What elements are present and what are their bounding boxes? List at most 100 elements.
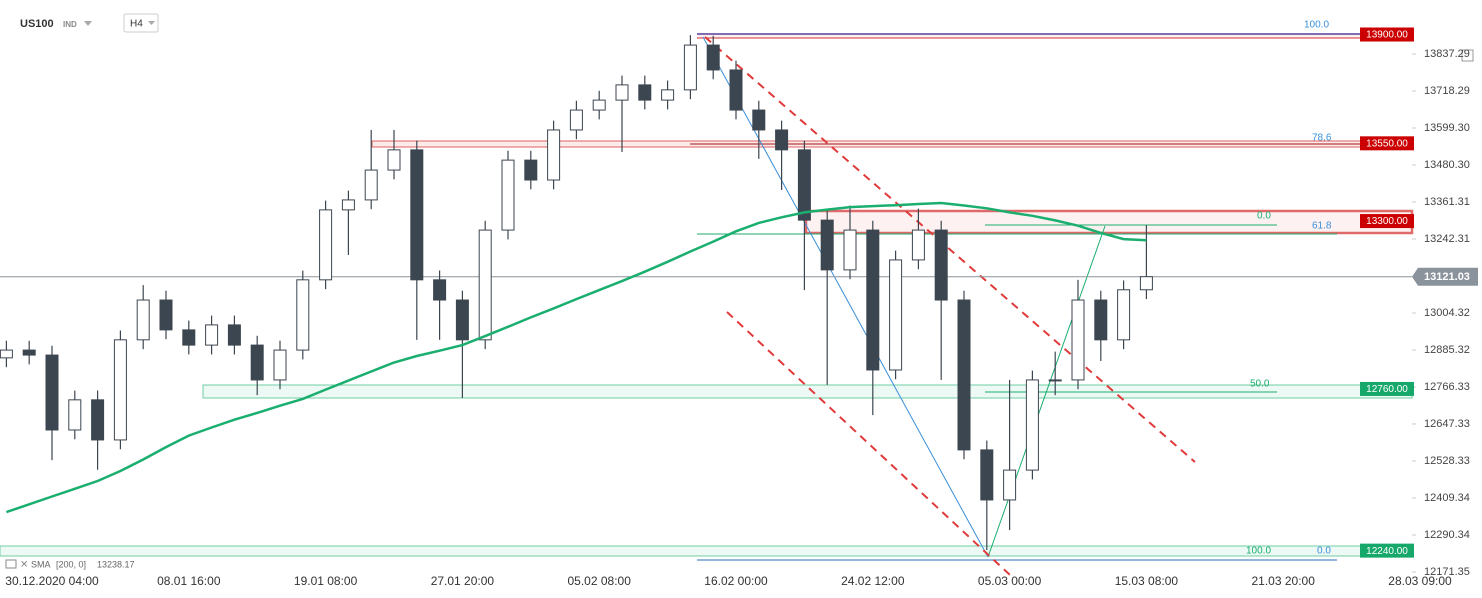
y-tick-label: 12766.33	[1424, 381, 1470, 393]
last-price-box	[1412, 267, 1478, 286]
candle-body	[136, 299, 150, 341]
candle-body	[410, 149, 424, 281]
candle-body	[319, 209, 333, 281]
legend-close[interactable]: ✕	[20, 560, 28, 571]
candle-body	[478, 229, 492, 341]
candle-body	[638, 84, 652, 101]
y-tick-label: 12647.33	[1424, 418, 1470, 430]
candle-body	[1048, 379, 1062, 382]
x-tick-label: 05.02 08:00	[567, 574, 631, 588]
candle-body	[547, 129, 561, 181]
fib-label: 0.0	[1257, 211, 1271, 222]
y-tick-label: 12171.35	[1424, 566, 1470, 578]
x-tick-label: 27.01 20:00	[431, 574, 495, 588]
level-label-box	[1360, 381, 1414, 396]
candle-body	[0, 349, 13, 359]
x-tick-label: 30.12.2020 04:00	[5, 574, 99, 588]
candle-body	[387, 149, 401, 171]
candle-body	[227, 324, 241, 346]
y-tick-label: 13837.29	[1424, 48, 1470, 60]
x-tick-label: 21.03 20:00	[1251, 574, 1315, 588]
candle-body	[364, 169, 378, 201]
candle-body	[1094, 299, 1108, 341]
candle-body	[661, 89, 675, 101]
candle-body	[911, 229, 925, 261]
fib-label: 100.0	[1246, 546, 1271, 557]
candle-body	[182, 329, 196, 346]
level-label-box	[1360, 543, 1414, 558]
legend-value: 13238.17	[97, 559, 135, 569]
candle-body	[615, 84, 629, 101]
candle-body	[866, 229, 880, 371]
candle-body	[752, 109, 766, 131]
candle-body	[45, 354, 59, 431]
candle-body	[797, 149, 811, 221]
x-tick-label: 16.02 00:00	[704, 574, 768, 588]
candle-body	[1003, 469, 1017, 501]
y-tick-label: 13480.30	[1424, 159, 1470, 171]
y-tick-label: 12409.34	[1424, 492, 1470, 504]
candle-body	[934, 229, 948, 301]
channel-line	[704, 36, 1196, 463]
candle-body	[820, 219, 834, 271]
trend-line	[702, 36, 989, 558]
zone	[697, 33, 1412, 38]
market: IND	[63, 20, 77, 29]
last-price-label: 13121.03	[1424, 271, 1470, 283]
candle-body	[296, 279, 310, 351]
candle-body	[889, 259, 903, 371]
fib-label: 0.0	[1317, 546, 1331, 557]
x-tick-label: 05.03 00:00	[978, 574, 1042, 588]
y-tick-label: 12290.34	[1424, 529, 1470, 541]
candle-body	[250, 344, 264, 381]
fib-label: 50.0	[1250, 379, 1270, 390]
candle-body	[501, 159, 515, 231]
candle-body	[1025, 379, 1039, 471]
candle-body	[683, 44, 697, 91]
settings-icon[interactable]	[1461, 49, 1474, 62]
candle-body	[569, 109, 583, 131]
y-tick-label: 13718.29	[1424, 85, 1470, 97]
sma-line	[5, 201, 1147, 514]
candle-body	[729, 69, 743, 111]
y-tick-label: 13361.31	[1424, 196, 1470, 208]
candle-body	[341, 199, 355, 211]
candle-body	[843, 229, 857, 271]
level-label-box	[1360, 27, 1414, 42]
dropdown-icon[interactable]	[84, 21, 92, 26]
legend-params: [200, 0]	[56, 559, 86, 569]
x-tick-label: 19.01 08:00	[294, 574, 358, 588]
candle-body	[205, 324, 219, 346]
fib-label: 61.8	[1312, 221, 1332, 232]
y-tick-label: 12885.32	[1424, 344, 1470, 356]
dropdown-icon[interactable]	[148, 21, 155, 25]
y-tick-label: 13242.31	[1424, 233, 1470, 245]
candle-body	[273, 349, 287, 381]
trend-line	[987, 225, 1106, 558]
symbol[interactable]: US100	[20, 18, 54, 30]
timeframe-box[interactable]	[123, 13, 159, 33]
y-tick-label: 12528.33	[1424, 455, 1470, 467]
candle-body	[592, 99, 606, 111]
y-tick-label: 13004.32	[1424, 307, 1470, 319]
candle-body	[775, 129, 789, 151]
fib-label: 100.0	[1304, 20, 1329, 31]
zone	[0, 545, 1413, 557]
candle-body	[113, 339, 127, 441]
candle-body	[22, 349, 36, 356]
candle-body	[433, 279, 447, 301]
candle-body	[706, 44, 720, 71]
candle-body	[91, 399, 105, 441]
level-label: 12760.00	[1366, 384, 1408, 395]
x-tick-label: 24.02 12:00	[841, 574, 905, 588]
legend-icon[interactable]	[5, 559, 17, 569]
candle-body	[1117, 289, 1131, 341]
candle-body	[455, 299, 469, 341]
fib-label: 78.6	[1312, 133, 1332, 144]
level-label: 13300.00	[1366, 216, 1408, 227]
legend-name: SMA	[31, 559, 51, 569]
candle-body	[159, 299, 173, 331]
timeframe[interactable]: H4	[130, 19, 143, 30]
level-label-box	[1360, 136, 1414, 151]
